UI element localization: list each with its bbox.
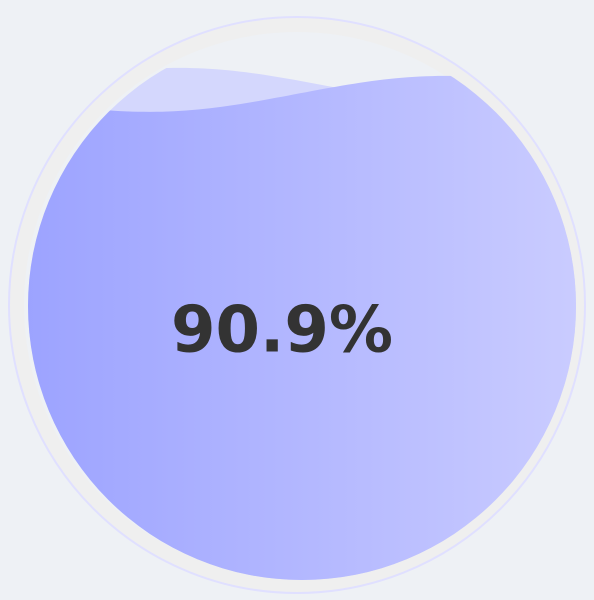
value-label: 90.9%: [171, 294, 393, 368]
outer-ring: [10, 18, 584, 592]
water: [28, 75, 576, 580]
water-group: [28, 67, 576, 580]
